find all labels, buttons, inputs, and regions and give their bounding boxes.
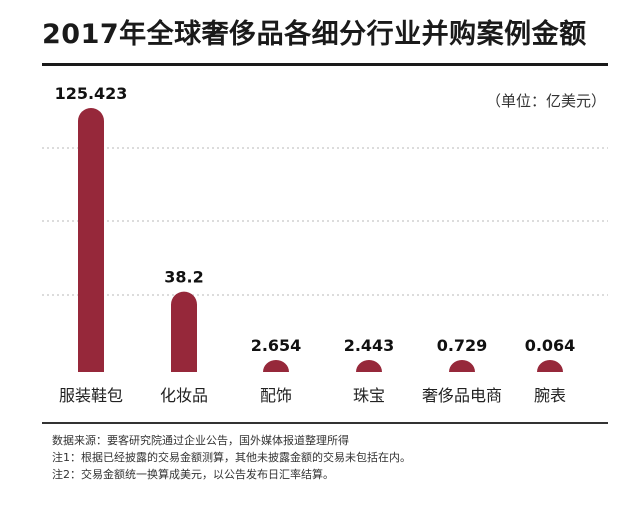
bar-4 xyxy=(449,360,475,372)
bar-1 xyxy=(171,291,197,372)
labels: 125.423 服装鞋包 38.2 化妆品 2.654 配饰 2.443 珠宝 0.729 奢侈品… xyxy=(55,84,576,405)
bar-value-label: 0.729 xyxy=(437,336,488,355)
gridlines xyxy=(42,147,608,296)
bar-3 xyxy=(356,360,382,372)
category-label: 化妆品 xyxy=(160,386,208,405)
category-label: 腕表 xyxy=(534,386,566,405)
unit-label: （单位：亿美元） xyxy=(485,92,606,110)
footnote-1: 注1：根据已经披露的交易金额测算，其他未披露金额的交易未包括在内。 xyxy=(52,451,411,464)
category-label: 珠宝 xyxy=(353,386,385,405)
footnote-2: 注2：交易金额统一换算成美元，以公告发布日汇率结算。 xyxy=(52,468,334,481)
bar-value-label: 2.654 xyxy=(251,336,302,355)
category-label: 配饰 xyxy=(260,386,292,405)
chart-baseline xyxy=(42,422,608,424)
bar-value-label: 0.064 xyxy=(525,336,576,355)
footnotes: 数据来源：要客研究院通过企业公告，国外媒体报道整理所得 注1：根据已经披露的交易… xyxy=(52,432,411,483)
bar-value-label: 2.443 xyxy=(344,336,395,355)
title-underline xyxy=(42,63,608,66)
category-label: 奢侈品电商 xyxy=(422,386,502,405)
bar-0 xyxy=(78,108,104,372)
bar-2 xyxy=(263,360,289,372)
category-label: 服装鞋包 xyxy=(59,386,123,405)
footnote-source: 数据来源：要客研究院通过企业公告，国外媒体报道整理所得 xyxy=(52,434,349,447)
bar-5 xyxy=(537,360,563,372)
chart-title: 2017年全球奢侈品各细分行业并购案例金额 xyxy=(42,19,587,50)
bar-value-label: 38.2 xyxy=(164,268,203,287)
bars xyxy=(78,108,563,372)
bar-value-label: 125.423 xyxy=(55,84,128,103)
